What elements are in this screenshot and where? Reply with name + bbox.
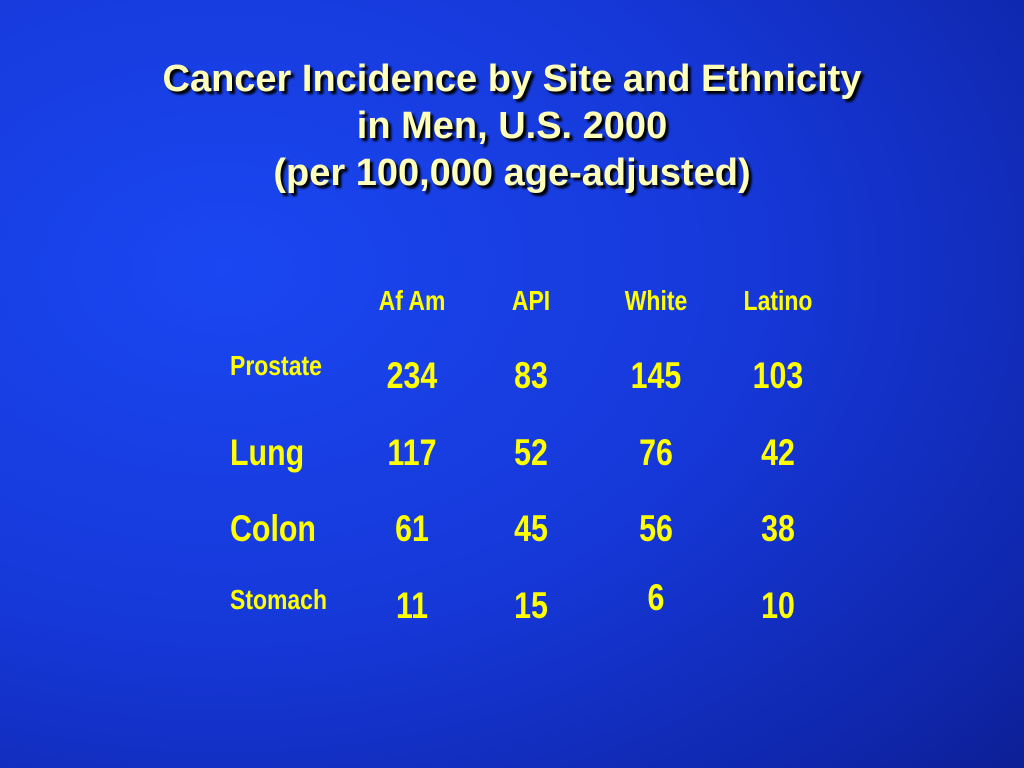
table-cell: 61 — [395, 508, 429, 549]
table-cell: 56 — [639, 508, 673, 549]
row-label-colon: Colon — [230, 508, 316, 549]
table-cell: 103 — [752, 355, 804, 396]
column-header-latino: Latino — [743, 285, 813, 316]
table-cell: 45 — [514, 508, 548, 549]
table-cell: 117 — [387, 432, 437, 473]
row-label-stomach: Stomach — [230, 584, 327, 615]
table-cell: 11 — [395, 585, 429, 626]
table-cell: 42 — [761, 432, 795, 473]
title-line-3: (per 100,000 age-adjusted) — [273, 152, 751, 194]
table-cell: 10 — [761, 585, 795, 626]
title-line-1: Cancer Incidence by Site and Ethnicity — [162, 58, 862, 100]
row-label-prostate: Prostate — [230, 350, 322, 381]
column-header-af-am: Af Am — [378, 285, 446, 316]
slide-title: Cancer Incidence by Site and Ethnicity i… — [0, 56, 1024, 197]
table-cell: 6 — [647, 577, 665, 618]
row-label-lung: Lung — [230, 432, 305, 473]
title-line-2: in Men, U.S. 2000 — [356, 105, 668, 147]
table-cell: 145 — [630, 355, 682, 396]
table-cell: 83 — [514, 355, 548, 396]
table-cell: 76 — [639, 432, 673, 473]
table-cell: 15 — [514, 585, 548, 626]
table-cell: 38 — [761, 508, 795, 549]
table-cell: 52 — [514, 432, 548, 473]
column-header-white: White — [624, 285, 688, 316]
column-header-api: API — [511, 285, 551, 316]
table-cell: 234 — [386, 355, 438, 396]
